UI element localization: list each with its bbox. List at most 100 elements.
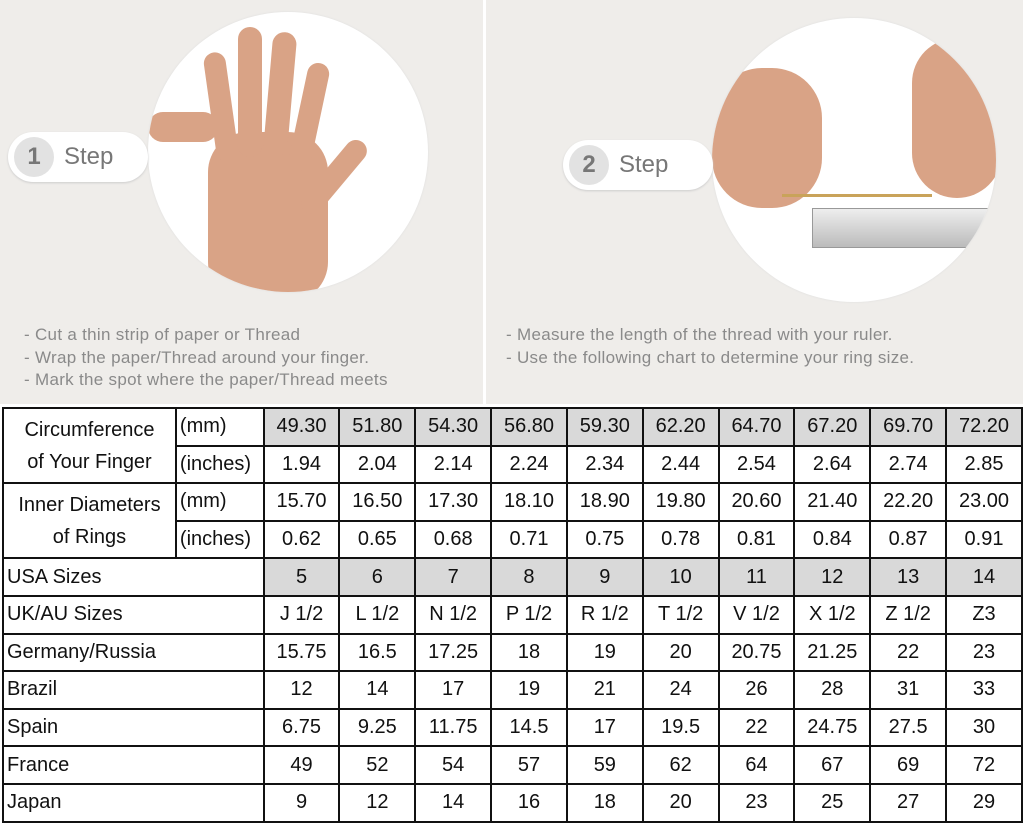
table-cell: 28 bbox=[793, 670, 872, 710]
table-cell: 18.90 bbox=[565, 482, 644, 522]
unit-label: (inches) bbox=[174, 519, 265, 560]
table-cell: T 1/2 bbox=[641, 594, 720, 635]
table-cell: 20.60 bbox=[717, 482, 796, 522]
table-cell: 14 bbox=[945, 557, 1023, 597]
table-cell: 0.87 bbox=[869, 519, 948, 560]
header-line: of Your Finger bbox=[27, 450, 152, 473]
table-cell: 0.91 bbox=[945, 519, 1023, 560]
table-cell: 51.80 bbox=[338, 407, 417, 447]
table-cell: 56.80 bbox=[490, 407, 568, 447]
table-cell: 67 bbox=[793, 745, 872, 785]
step-2-panel: 2 Step - Measure the length of the threa… bbox=[486, 0, 1023, 404]
table-cell: 23 bbox=[717, 782, 796, 823]
table-cell: 18.10 bbox=[490, 482, 568, 522]
table-cell: 9 bbox=[262, 782, 341, 823]
table-cell: 22.20 bbox=[869, 482, 948, 522]
row-label: Japan bbox=[2, 782, 265, 823]
table-cell: 72.20 bbox=[945, 407, 1023, 447]
table-cell: 12 bbox=[262, 670, 341, 710]
table-cell: 57 bbox=[490, 745, 568, 785]
table-cell: 54.30 bbox=[414, 407, 493, 447]
table-cell: 62 bbox=[641, 745, 720, 785]
table-row: Circumference of Your Finger (mm) 49.30 51.8… bbox=[2, 406, 1023, 485]
table-cell: 1.94 bbox=[262, 444, 341, 485]
table-cell: 62.20 bbox=[641, 407, 720, 447]
table-cell: L 1/2 bbox=[338, 594, 417, 635]
instruction: - Wrap the paper/Thread around your fing… bbox=[24, 347, 370, 367]
table-cell: 19.80 bbox=[641, 482, 720, 522]
ruler-photo bbox=[712, 18, 996, 302]
table-cell: 19.5 bbox=[641, 707, 720, 748]
table-cell: 18 bbox=[565, 782, 644, 823]
table-cell: 49 bbox=[262, 745, 341, 785]
table-cell: 17.30 bbox=[414, 482, 493, 522]
table-cell: J 1/2 bbox=[262, 594, 341, 635]
instruction: - Mark the spot where the paper/Thread m… bbox=[24, 370, 388, 389]
table-cell: 0.62 bbox=[262, 519, 341, 560]
table-cell: 21.40 bbox=[793, 482, 872, 522]
table-cell: 27 bbox=[869, 782, 948, 823]
table-cell: 20.75 bbox=[717, 632, 796, 673]
instruction: - Measure the length of the thread with … bbox=[506, 325, 893, 344]
table-cell: 0.65 bbox=[338, 519, 417, 560]
table-cell: 16.50 bbox=[338, 482, 417, 522]
table-cell: 2.85 bbox=[945, 444, 1023, 485]
table-cell: 22 bbox=[717, 707, 796, 748]
table-cell: 21.25 bbox=[793, 632, 872, 673]
table-cell: 15.70 bbox=[262, 482, 341, 522]
step-number: 1 bbox=[14, 137, 54, 177]
table-cell: 10 bbox=[641, 557, 720, 597]
table-cell: 59.30 bbox=[565, 407, 644, 447]
table-cell: 31 bbox=[869, 670, 948, 710]
table-cell: 19 bbox=[565, 632, 644, 673]
table-cell: 59 bbox=[565, 745, 644, 785]
unit-label: (mm) bbox=[174, 407, 265, 447]
row-label: Germany/Russia bbox=[2, 632, 265, 673]
table-cell: Z3 bbox=[945, 594, 1023, 635]
instruction: - Cut a thin strip of paper or Thread bbox=[24, 325, 301, 344]
table-cell: 13 bbox=[869, 557, 948, 597]
header-line: of Rings bbox=[52, 525, 127, 548]
table-cell: 16.5 bbox=[338, 632, 417, 673]
row-label: Spain bbox=[2, 707, 265, 748]
step-label: Step bbox=[619, 151, 669, 178]
table-cell: X 1/2 bbox=[793, 594, 872, 635]
table-cell: 17.25 bbox=[414, 632, 493, 673]
table-cell: 2.64 bbox=[793, 444, 872, 485]
header-line: Circumference bbox=[24, 418, 155, 441]
table-cell: 25 bbox=[793, 782, 872, 823]
unit-label: (mm) bbox=[174, 482, 265, 522]
step-number: 2 bbox=[569, 145, 609, 185]
table-cell: 23.00 bbox=[945, 482, 1023, 522]
table-cell: V 1/2 bbox=[717, 594, 796, 635]
table-cell: 17 bbox=[414, 670, 493, 710]
step-1-panel: 1 Step - Cut a thin strip of paper or Th… bbox=[0, 0, 483, 404]
table-cell: 49.30 bbox=[262, 407, 341, 447]
table-row: USA Sizes 5 6 7 8 9 10 11 12 13 14 bbox=[2, 557, 1023, 597]
table-cell: 2.44 bbox=[641, 444, 720, 485]
unit-label: (inches) bbox=[174, 444, 265, 485]
table-cell: 67.20 bbox=[793, 407, 872, 447]
table-cell: 9 bbox=[565, 557, 644, 597]
step-1-badge: 1 Step bbox=[8, 132, 148, 182]
table-cell: 20 bbox=[641, 632, 720, 673]
table-cell: 24.75 bbox=[793, 707, 872, 748]
table-row: UK/AU Sizes J 1/2 L 1/2 N 1/2 P 1/2 R 1/2 T 1/… bbox=[2, 594, 1023, 635]
table-row: (inches) 0.62 0.65 0.68 0.71 0.75 0.78 0.81 0.84… bbox=[3, 519, 1023, 560]
table-row: Inner Diameters of Rings (mm) 15.70 16.50 17.… bbox=[2, 482, 1023, 560]
table-cell: 33 bbox=[945, 670, 1023, 710]
table-cell: 54 bbox=[414, 745, 493, 785]
table-cell: 21 bbox=[565, 670, 644, 710]
table-cell: 64 bbox=[717, 745, 796, 785]
table-cell: 24 bbox=[641, 670, 720, 710]
row-label: UK/AU Sizes bbox=[2, 594, 265, 635]
row-label: USA Sizes bbox=[2, 557, 265, 597]
table-cell: 64.70 bbox=[717, 407, 796, 447]
table-row: Japan 9 12 14 16 18 20 23 25 27 29 bbox=[2, 782, 1023, 823]
step-label: Step bbox=[64, 143, 114, 170]
step-2-badge: 2 Step bbox=[563, 140, 713, 190]
instruction: - Use the following chart to determine y… bbox=[506, 347, 915, 367]
table-cell: 6 bbox=[338, 557, 417, 597]
row-label: Brazil bbox=[2, 670, 265, 710]
table-cell: 16 bbox=[490, 782, 568, 823]
